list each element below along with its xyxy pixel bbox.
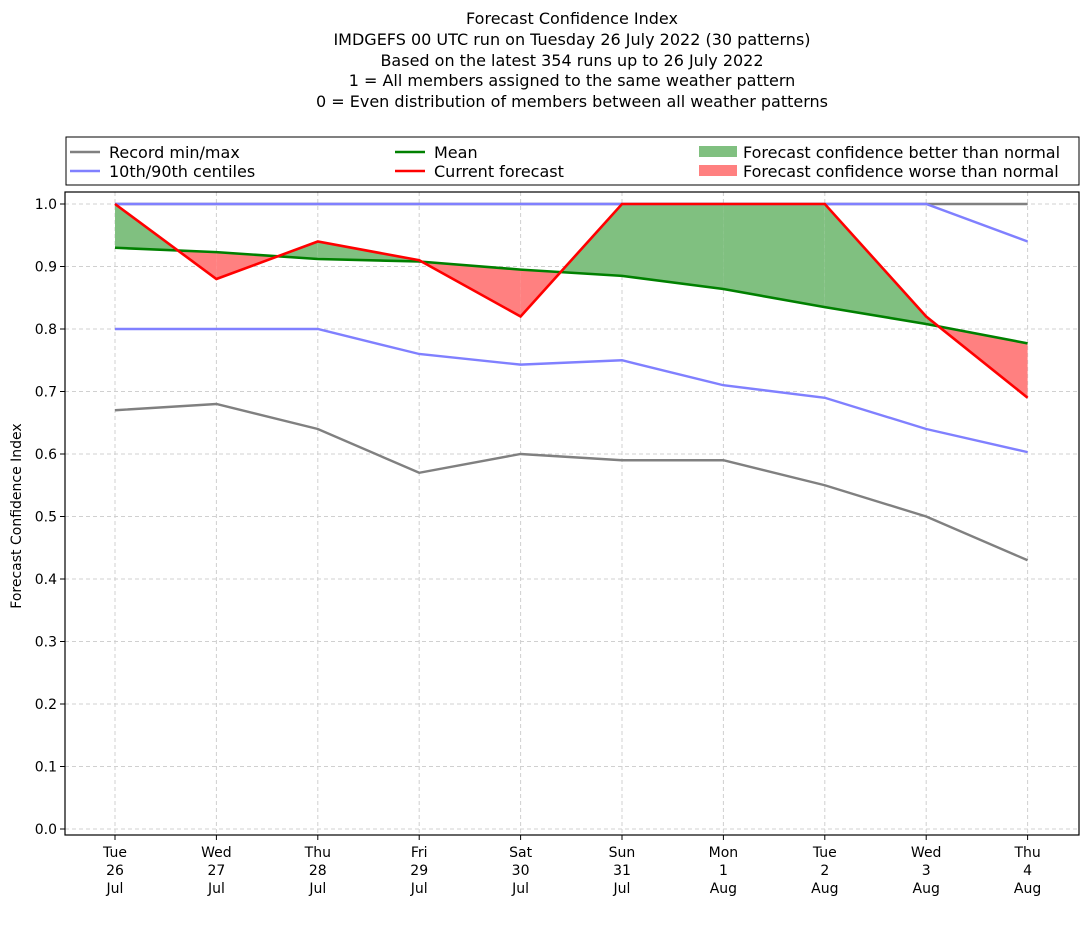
y-tick-label: 1.0	[35, 197, 57, 213]
x-tick-label: Wed 3 Aug	[911, 845, 942, 897]
title-line-3: Based on the latest 354 runs up to 26 Ju…	[380, 51, 763, 70]
y-tick-label: 0.1	[35, 760, 57, 776]
plot-frame	[65, 192, 1079, 835]
x-tick-date: 28	[309, 863, 327, 879]
x-tick-date: 2	[820, 863, 829, 879]
legend-item-better: Forecast confidence better than normal	[699, 143, 1060, 162]
x-tick-date: 31	[613, 863, 631, 879]
x-tick-label: Sun 31 Jul	[609, 845, 636, 897]
x-tick-month: Jul	[308, 881, 326, 897]
x-tick-month: Aug	[1014, 881, 1041, 897]
legend: Record min/max 10th/90th centiles Mean C…	[66, 137, 1079, 185]
x-tick-date: 26	[106, 863, 124, 879]
y-tick-label: 0.5	[35, 510, 57, 526]
x-tick-month: Aug	[913, 881, 940, 897]
x-tick-day: Thu	[1013, 845, 1040, 861]
legend-label-centiles: 10th/90th centiles	[109, 162, 255, 181]
x-tick-day: Thu	[304, 845, 331, 861]
x-axis-ticks: Tue 26 Jul Wed 27 Jul Thu 28 Jul Fri 29 Jul Sat 30 Jul…	[102, 835, 1041, 897]
legend-label-current: Current forecast	[434, 162, 564, 181]
y-axis-label: Forecast Confidence Index	[9, 423, 25, 608]
y-tick-label: 0.2	[35, 697, 57, 713]
x-tick-label: Mon 1 Aug	[709, 845, 739, 897]
confidence-fills	[115, 204, 1028, 398]
x-tick-day: Wed	[911, 845, 942, 861]
x-tick-date: 29	[410, 863, 428, 879]
x-tick-date: 27	[207, 863, 225, 879]
grid	[65, 192, 1079, 835]
x-tick-date: 4	[1023, 863, 1032, 879]
y-tick-label: 0.3	[35, 635, 57, 651]
x-tick-label: Tue 2 Aug	[811, 845, 838, 897]
legend-item-worse: Forecast confidence worse than normal	[699, 162, 1059, 181]
y-tick-label: 0.9	[35, 260, 57, 276]
x-tick-month: Jul	[106, 881, 124, 897]
fill-better-than-normal	[622, 204, 723, 289]
x-tick-label: Thu 28 Jul	[304, 845, 331, 897]
title-line-1: Forecast Confidence Index	[466, 9, 678, 28]
legend-label-better: Forecast confidence better than normal	[743, 143, 1060, 162]
x-tick-label: Thu 4 Aug	[1013, 845, 1041, 897]
y-tick-label: 0.8	[35, 322, 57, 338]
chart-title: Forecast Confidence Index IMDGEFS 00 UTC…	[316, 9, 828, 111]
x-tick-day: Sat	[509, 845, 532, 861]
x-tick-date: 30	[512, 863, 530, 879]
x-tick-day: Tue	[812, 845, 837, 861]
series-line-10th-centile	[115, 329, 1028, 452]
series-line-90th-centile	[115, 204, 1028, 242]
x-tick-label: Fri 29 Jul	[410, 845, 428, 897]
x-tick-date: 3	[922, 863, 931, 879]
y-axis-ticks: 0.0 0.1 0.2 0.3 0.4 0.5 0.6 0.7 0.8 0.9 1.0	[35, 197, 65, 838]
x-tick-day: Tue	[102, 845, 127, 861]
x-tick-label: Tue 26 Jul	[102, 845, 127, 897]
y-tick-label: 0.6	[35, 447, 57, 463]
title-line-4: 1 = All members assigned to the same wea…	[349, 71, 796, 90]
legend-label-worse: Forecast confidence worse than normal	[743, 162, 1059, 181]
x-tick-day: Mon	[709, 845, 739, 861]
x-tick-label: Wed 27 Jul	[201, 845, 232, 897]
x-tick-month: Aug	[710, 881, 737, 897]
legend-label-record: Record min/max	[109, 143, 240, 162]
x-tick-day: Sun	[609, 845, 636, 861]
legend-label-mean: Mean	[434, 143, 478, 162]
series-line-record-min	[115, 404, 1028, 560]
x-tick-label: Sat 30 Jul	[509, 845, 532, 897]
x-tick-month: Jul	[207, 881, 225, 897]
x-tick-month: Jul	[613, 881, 631, 897]
x-tick-month: Jul	[511, 881, 529, 897]
title-line-5: 0 = Even distribution of members between…	[316, 92, 828, 111]
x-tick-month: Aug	[811, 881, 838, 897]
x-tick-month: Jul	[410, 881, 428, 897]
x-tick-date: 1	[719, 863, 728, 879]
title-line-2: IMDGEFS 00 UTC run on Tuesday 26 July 20…	[333, 30, 810, 49]
y-tick-label: 0.4	[35, 572, 57, 588]
y-tick-label: 0.7	[35, 385, 57, 401]
x-tick-day: Fri	[411, 845, 428, 861]
y-tick-label: 0.0	[35, 822, 57, 838]
x-tick-day: Wed	[201, 845, 232, 861]
